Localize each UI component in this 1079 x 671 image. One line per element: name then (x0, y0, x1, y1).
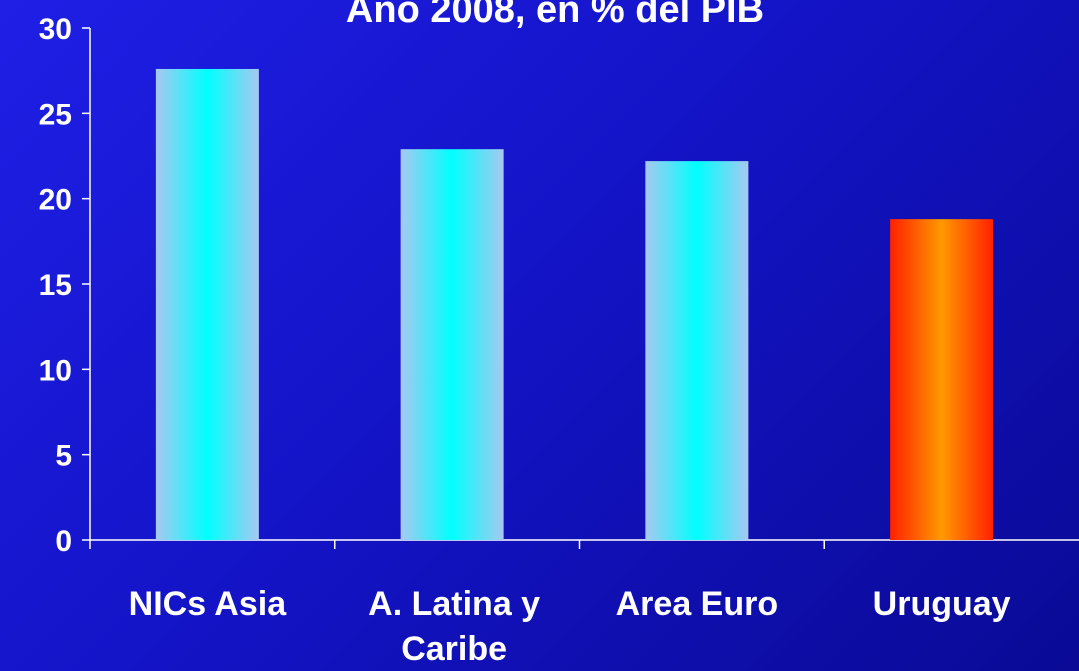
y-tick-label: 30 (39, 13, 72, 46)
y-tick-label: 20 (39, 184, 72, 217)
y-tick-label: 10 (39, 354, 72, 387)
y-tick-label: 25 (39, 98, 72, 131)
x-tick-label: Uruguay (873, 585, 1011, 623)
bar-1 (400, 149, 504, 540)
y-tick-label: 15 (39, 269, 72, 302)
x-tick-label: Caribe (401, 630, 507, 668)
x-tick-label: NICs Asia (129, 585, 288, 623)
x-tick-label: Area Euro (616, 585, 779, 623)
bar-2 (645, 161, 749, 540)
y-tick-label: 5 (55, 440, 72, 473)
chart-title: Año 2008, en % del PIB (346, 0, 764, 31)
x-tick-label: A. Latina y (368, 585, 540, 623)
bar-0 (155, 68, 259, 541)
plot-area: 0 5 10 15 20 25 30 NICs Asia A. Latina y Caribe Ar… (39, 13, 1079, 668)
bar-3 (890, 219, 994, 540)
y-tick-label: 0 (55, 525, 72, 558)
